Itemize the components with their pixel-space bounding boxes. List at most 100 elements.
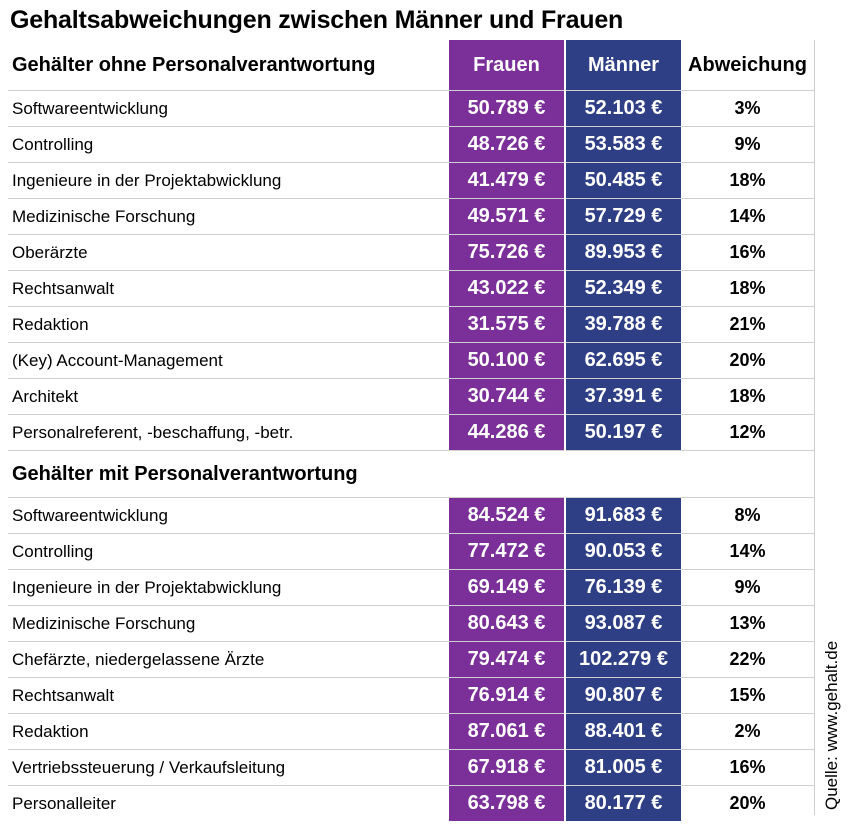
table-row: Medizinische Forschung 80.643 €93.087 €13… [8,605,814,642]
deviation-cell: 8% [681,497,814,534]
table-row: Controlling 77.472 €90.053 €14% [8,533,814,570]
salary-frauen-cell: 49.571 € [449,198,566,235]
section-spacer [565,450,681,498]
table-row: Ingenieure in der Projektabwicklung 69.14… [8,569,814,606]
salary-maenner-cell: 88.401 € [565,713,681,750]
row-category: Redaktion [8,713,449,750]
deviation-cell: 3% [681,90,814,127]
salary-maenner-cell: 91.683 € [565,497,681,534]
salary-maenner-cell: 90.053 € [565,533,681,570]
salary-frauen-cell: 50.789 € [449,90,566,127]
salary-frauen-cell: 43.022 € [449,270,566,307]
section-spacer [449,450,565,498]
row-category: (Key) Account-Management [8,342,449,379]
row-category: Softwareentwicklung [8,90,449,127]
salary-maenner-cell: 80.177 € [565,785,681,821]
salary-maenner-cell: 50.197 € [565,414,681,451]
row-category: Medizinische Forschung [8,605,449,642]
salary-maenner-cell: 52.103 € [565,90,681,127]
salary-frauen-cell: 75.726 € [449,234,566,271]
deviation-cell: 18% [681,270,814,307]
row-category: Controlling [8,533,449,570]
salary-maenner-cell: 93.087 € [565,605,681,642]
table-row: Medizinische Forschung 49.571 €57.729 €14… [8,198,814,235]
table-row: Rechtsanwalt 43.022 €52.349 €18% [8,270,814,307]
salary-frauen-cell: 80.643 € [449,605,566,642]
salary-frauen-cell: 44.286 € [449,414,566,451]
salary-frauen-cell: 79.474 € [449,641,566,678]
row-category: Redaktion [8,306,449,343]
deviation-cell: 18% [681,162,814,199]
row-category: Rechtsanwalt [8,270,449,307]
table-row: Architekt 30.744 €37.391 €18% [8,378,814,415]
row-category: Personalreferent, -beschaffung, -betr. [8,414,449,451]
salary-maenner-cell: 90.807 € [565,677,681,714]
salary-maenner-cell: 53.583 € [565,126,681,163]
deviation-cell: 16% [681,749,814,786]
table-row: Redaktion 87.061 €88.401 €2% [8,713,814,750]
deviation-cell: 20% [681,342,814,379]
salary-frauen-cell: 87.061 € [449,713,566,750]
salary-frauen-cell: 48.726 € [449,126,566,163]
table-row: Vertriebssteuerung / Verkaufsleitung 67.9… [8,749,814,786]
row-category: Softwareentwicklung [8,497,449,534]
deviation-cell: 20% [681,785,814,821]
table-right-border [814,40,815,815]
salary-frauen-cell: 41.479 € [449,162,566,199]
deviation-cell: 14% [681,198,814,235]
deviation-cell: 12% [681,414,814,451]
deviation-cell: 18% [681,378,814,415]
salary-maenner-cell: 52.349 € [565,270,681,307]
deviation-cell: 16% [681,234,814,271]
salary-maenner-cell: 76.139 € [565,569,681,606]
row-category: Oberärzte [8,234,449,271]
column-header-maenner: Männer [565,40,681,91]
salary-frauen-cell: 67.918 € [449,749,566,786]
table-row: Chefärzte, niedergelassene Ärzte 79.474 €… [8,641,814,678]
section-label: Gehälter ohne Personalverantwortung [12,53,376,76]
row-category: Vertriebssteuerung / Verkaufsleitung [8,749,449,786]
salary-maenner-cell: 50.485 € [565,162,681,199]
salary-frauen-cell: 50.100 € [449,342,566,379]
table-row: Personalleiter 63.798 €80.177 €20% [8,785,814,821]
deviation-cell: 13% [681,605,814,642]
deviation-cell: 2% [681,713,814,750]
salary-maenner-cell: 89.953 € [565,234,681,271]
table-row: Softwareentwicklung 50.789 €52.103 €3% [8,90,814,127]
column-header-frauen: Frauen [449,40,566,91]
deviation-cell: 15% [681,677,814,714]
row-category: Architekt [8,378,449,415]
deviation-cell: 9% [681,569,814,606]
table-row: (Key) Account-Management 50.100 €62.695 €… [8,342,814,379]
table-row: Softwareentwicklung 84.524 €91.683 €8% [8,497,814,534]
page-title: Gehaltsabweichungen zwischen Männer und … [10,6,624,34]
row-category: Controlling [8,126,449,163]
row-category: Ingenieure in der Projektabwicklung [8,569,449,606]
section-header-row: Gehälter mit Personalverantwortung [8,450,814,498]
salary-frauen-cell: 63.798 € [449,785,566,821]
salary-frauen-cell: 76.914 € [449,677,566,714]
table-row: Controlling 48.726 €53.583 €9% [8,126,814,163]
section-spacer [681,450,814,498]
column-header-abweichung: Abweichung [688,53,807,76]
source-note: Quelle: www.gehalt.de [822,640,841,810]
salary-frauen-cell: 69.149 € [449,569,566,606]
table-row: Oberärzte 75.726 €89.953 €16% [8,234,814,271]
salary-maenner-cell: 62.695 € [565,342,681,379]
salary-maenner-cell: 37.391 € [565,378,681,415]
section-header-row: Gehälter ohne Personalverantwortung Fraue… [8,40,814,91]
deviation-cell: 9% [681,126,814,163]
table-row: Ingenieure in der Projektabwicklung 41.47… [8,162,814,199]
salary-frauen-cell: 30.744 € [449,378,566,415]
salary-table: Gehälter ohne Personalverantwortung Fraue… [8,40,814,821]
row-category: Chefärzte, niedergelassene Ärzte [8,641,449,678]
section-label: Gehälter mit Personalverantwortung [8,450,449,498]
row-category: Medizinische Forschung [8,198,449,235]
table-row: Personalreferent, -beschaffung, -betr. 44… [8,414,814,451]
salary-frauen-cell: 84.524 € [449,497,566,534]
deviation-cell: 14% [681,533,814,570]
deviation-cell: 22% [681,641,814,678]
salary-maenner-cell: 39.788 € [565,306,681,343]
row-category: Rechtsanwalt [8,677,449,714]
salary-frauen-cell: 77.472 € [449,533,566,570]
